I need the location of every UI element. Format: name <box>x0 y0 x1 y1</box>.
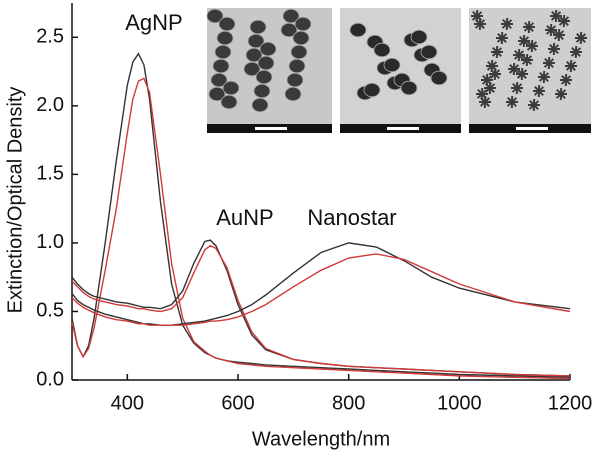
particle <box>543 58 555 68</box>
particle <box>548 44 560 54</box>
particle <box>528 100 540 110</box>
particle <box>501 19 513 29</box>
particle <box>210 72 228 88</box>
particle <box>489 69 501 79</box>
particle <box>249 19 267 35</box>
particle <box>259 41 277 57</box>
particle <box>430 70 448 86</box>
particle <box>255 69 273 85</box>
particle <box>496 33 508 43</box>
particle <box>508 64 520 74</box>
y-tick-label: 0.5 <box>36 300 64 322</box>
particle <box>292 30 310 46</box>
spectrum-line <box>71 253 571 326</box>
particle <box>471 11 483 21</box>
particle <box>518 36 530 46</box>
annotation: Nanostar <box>307 205 396 230</box>
x-tick-label: 800 <box>332 392 365 414</box>
particle <box>206 8 224 24</box>
y-tick-label: 2.5 <box>36 26 64 48</box>
particle <box>484 83 496 93</box>
particle <box>560 75 572 85</box>
spectrum-line <box>71 77 571 380</box>
spectrum-line <box>71 52 571 378</box>
particle <box>214 44 232 60</box>
particle <box>474 19 486 29</box>
particle <box>288 58 306 74</box>
tem-insets <box>206 8 591 133</box>
particle <box>349 22 367 38</box>
particle <box>410 29 428 45</box>
particle <box>282 8 300 24</box>
y-tick-label: 1.5 <box>36 163 64 185</box>
particle <box>286 72 304 88</box>
spectrum-line <box>71 242 571 326</box>
particle <box>245 47 263 63</box>
x-tick-label: 1000 <box>437 392 482 414</box>
particle <box>257 55 275 71</box>
scale-bar <box>255 127 287 130</box>
particle <box>420 44 438 60</box>
particle <box>243 61 261 77</box>
particle <box>253 83 271 99</box>
particle <box>280 22 298 38</box>
particle <box>521 55 533 65</box>
particle <box>212 58 230 74</box>
particle <box>555 89 567 99</box>
particle <box>208 86 226 102</box>
particle <box>570 47 582 57</box>
annotation: AuNP <box>216 205 273 230</box>
particle <box>526 41 538 51</box>
particle <box>558 16 570 26</box>
particle <box>383 57 401 73</box>
particle <box>491 47 503 57</box>
y-tick-label: 1.0 <box>36 231 64 253</box>
particle <box>218 16 236 32</box>
particle <box>533 86 545 96</box>
x-tick-label: 1200 <box>548 392 593 414</box>
particle <box>220 94 238 110</box>
particle <box>506 97 518 107</box>
particle <box>516 69 528 79</box>
particle <box>294 16 312 32</box>
particle <box>523 22 535 32</box>
x-tick-label: 600 <box>221 392 254 414</box>
x-axis-label: Wavelength/nm <box>252 428 390 450</box>
y-tick-label: 2.0 <box>36 94 64 116</box>
particle <box>247 33 265 49</box>
particle <box>284 86 302 102</box>
scale-bar <box>387 127 419 130</box>
particle <box>486 61 498 71</box>
y-axis-label: Extinction/Optical Density <box>4 87 26 314</box>
particle <box>565 61 577 71</box>
particle <box>216 30 234 46</box>
particle <box>575 33 587 43</box>
particle <box>251 97 269 113</box>
particle <box>290 44 308 60</box>
spectrum-line <box>71 244 571 377</box>
annotation: AgNP <box>125 10 182 35</box>
particle <box>553 30 565 40</box>
particle <box>545 25 557 35</box>
scale-bar <box>516 127 548 130</box>
particle <box>222 80 240 96</box>
particle <box>373 42 391 58</box>
particle <box>479 97 491 107</box>
particle <box>550 11 562 21</box>
x-tick-label: 400 <box>111 392 144 414</box>
particle <box>511 83 523 93</box>
particle <box>513 50 525 60</box>
particle <box>363 82 381 98</box>
y-tick-label: 0.0 <box>36 368 64 390</box>
particle <box>400 80 418 96</box>
spectrum-line <box>71 239 571 377</box>
particle <box>538 72 550 82</box>
